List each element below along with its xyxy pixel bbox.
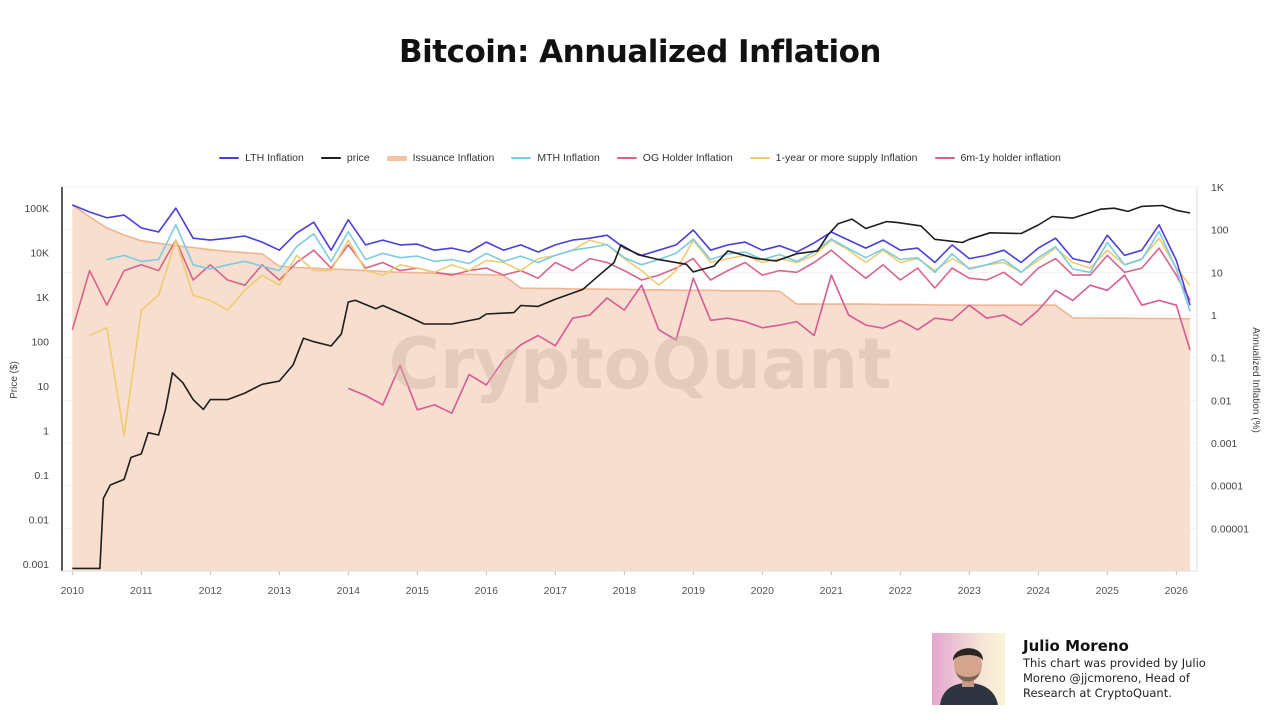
legend-swatch xyxy=(749,157,770,159)
author-name: Julio Moreno xyxy=(1023,637,1129,655)
right-tick-label: 0.0001 xyxy=(1211,481,1243,493)
legend-swatch xyxy=(320,157,341,159)
legend-label: OG Holder Inflation xyxy=(642,152,733,164)
legend-item-mth[interactable]: MTH Inflation xyxy=(511,152,600,164)
legend-item-6m1y[interactable]: 6m-1y holder inflation xyxy=(934,152,1061,164)
left-tick-label: 0.001 xyxy=(23,559,49,571)
legend-swatch xyxy=(386,155,407,161)
x-tick-label: 2025 xyxy=(1096,585,1120,597)
author-card: Julio Moreno This chart was provided by … xyxy=(932,633,1222,708)
x-tick-label: 2020 xyxy=(751,585,775,597)
legend-label: 6m-1y holder inflation xyxy=(960,152,1061,164)
right-tick-label: 0.1 xyxy=(1211,353,1226,365)
1-year-or-more-supply-inflation-line xyxy=(89,237,1191,437)
x-tick-label: 2024 xyxy=(1027,585,1051,597)
right-tick-label: 1 xyxy=(1211,310,1217,322)
chart-title: Bitcoin: Annualized Inflation xyxy=(399,34,882,70)
issuance-inflation-area xyxy=(72,204,1191,571)
legend-item-1year[interactable]: 1-year or more supply Inflation xyxy=(749,152,918,164)
left-tick-label: 1K xyxy=(36,292,49,304)
right-tick-label: 100 xyxy=(1211,225,1229,237)
issuance-inflation-line xyxy=(71,204,1191,320)
legend-item-og[interactable]: OG Holder Inflation xyxy=(616,152,733,164)
x-tick-label: 2011 xyxy=(130,585,153,597)
legend-swatch xyxy=(934,157,955,159)
left-tick-label: 10K xyxy=(30,248,49,260)
legend-item-issuance[interactable]: Issuance Inflation xyxy=(386,152,495,164)
x-tick-label: 2026 xyxy=(1165,585,1189,597)
og-holder-inflation-line xyxy=(71,239,1191,331)
right-tick-label: 10 xyxy=(1211,267,1223,279)
left-tick-label: 100K xyxy=(24,203,49,215)
legend-label: price xyxy=(346,152,370,164)
x-tick-label: 2014 xyxy=(337,585,361,597)
legend-item-price[interactable]: price xyxy=(320,152,370,164)
right-tick-label: 1K xyxy=(1211,182,1224,194)
legend-swatch xyxy=(511,157,532,159)
price-line xyxy=(72,204,1191,570)
legend-label: MTH Inflation xyxy=(537,152,600,164)
avatar xyxy=(932,633,1005,705)
legend-label: Issuance Inflation xyxy=(412,152,495,164)
left-axis-label: Price ($) xyxy=(9,361,20,399)
right-tick-label: 0.01 xyxy=(1211,395,1232,407)
left-tick-label: 0.01 xyxy=(29,515,50,527)
left-tick-label: 0.1 xyxy=(34,470,49,482)
right-tick-label: 0.00001 xyxy=(1211,523,1249,535)
left-tick-label: 100 xyxy=(31,337,49,349)
series-layer xyxy=(71,204,1191,571)
left-tick-label: 1 xyxy=(43,426,49,438)
legend-swatch xyxy=(616,157,637,159)
legend-label: 1-year or more supply Inflation xyxy=(775,152,918,164)
legend-label: LTH Inflation xyxy=(245,152,304,164)
legend-swatch xyxy=(219,157,240,159)
mth-inflation-line xyxy=(106,224,1191,312)
legend: LTH Inflation price Issuance Inflation M… xyxy=(0,152,1280,164)
legend-item-lth[interactable]: LTH Inflation xyxy=(219,152,304,164)
axes: 1K 100 10 1 0.1 0.01 0.001 0.0001 0.00001 100K 10K… xyxy=(23,182,1249,597)
x-tick-label: 2013 xyxy=(268,585,292,597)
x-tick-label: 2015 xyxy=(406,585,430,597)
left-tick-label: 10 xyxy=(37,381,49,393)
x-tick-label: 2010 xyxy=(61,585,85,597)
x-tick-label: 2023 xyxy=(958,585,982,597)
x-tick-label: 2012 xyxy=(199,585,223,597)
x-tick-label: 2021 xyxy=(820,585,844,597)
right-axis-label: Annualized Inflation (%) xyxy=(1250,327,1261,433)
x-tick-label: 2022 xyxy=(889,585,913,597)
6m-1y-holder-inflation-line xyxy=(347,274,1191,414)
x-tick-label: 2018 xyxy=(613,585,637,597)
x-tick-label: 2016 xyxy=(475,585,499,597)
author-description: This chart was provided by Julio Moreno … xyxy=(1023,656,1206,700)
watermark: CryptoQuant xyxy=(388,323,891,405)
person-photo-icon xyxy=(940,648,998,705)
x-tick-label: 2019 xyxy=(682,585,706,597)
right-tick-label: 0.001 xyxy=(1211,438,1237,450)
x-tick-label: 2017 xyxy=(544,585,568,597)
